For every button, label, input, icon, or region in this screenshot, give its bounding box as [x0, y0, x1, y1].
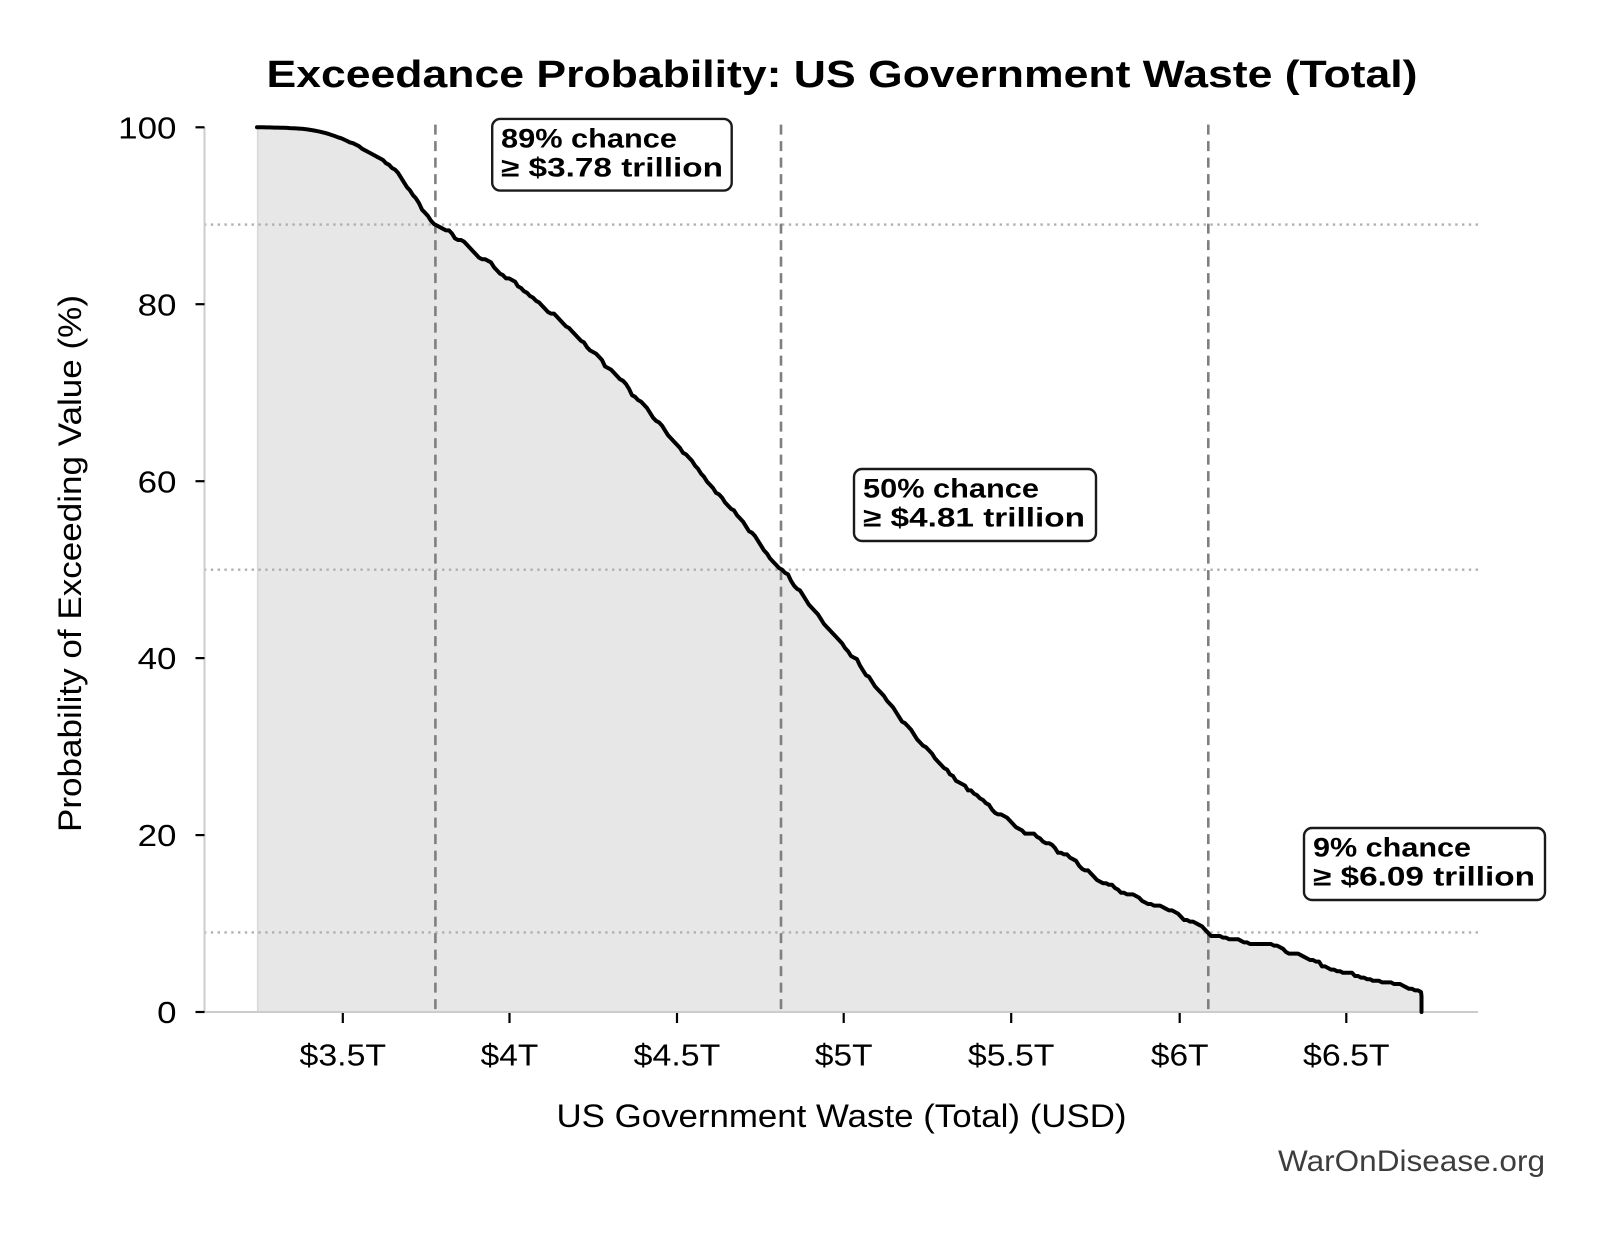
svg-text:100: 100 — [118, 110, 176, 145]
svg-text:$4T: $4T — [481, 1038, 539, 1073]
svg-text:40: 40 — [138, 641, 177, 676]
svg-text:Exceedance Probability: US Gov: Exceedance Probability: US Government Wa… — [267, 53, 1418, 96]
svg-text:$5.5T: $5.5T — [968, 1038, 1055, 1073]
svg-text:89% chance: 89% chance — [501, 124, 677, 154]
svg-text:US Government Waste (Total) (U: US Government Waste (Total) (USD) — [557, 1098, 1127, 1134]
svg-text:50% chance: 50% chance — [863, 474, 1039, 504]
svg-text:≥ $3.78 trillion: ≥ $3.78 trillion — [501, 153, 723, 183]
svg-text:$3.5T: $3.5T — [300, 1038, 387, 1073]
svg-text:$6.5T: $6.5T — [1303, 1038, 1390, 1073]
svg-text:9% chance: 9% chance — [1313, 833, 1471, 863]
svg-text:≥ $6.09 trillion: ≥ $6.09 trillion — [1313, 862, 1535, 892]
svg-text:80: 80 — [138, 287, 177, 322]
svg-text:0: 0 — [157, 995, 176, 1030]
svg-text:60: 60 — [138, 464, 177, 499]
svg-text:20: 20 — [138, 818, 177, 853]
svg-text:Probability of Exceeding Value: Probability of Exceeding Value (%) — [52, 295, 88, 832]
svg-text:$5T: $5T — [815, 1038, 873, 1073]
svg-text:≥ $4.81 trillion: ≥ $4.81 trillion — [863, 503, 1085, 533]
svg-text:$6T: $6T — [1151, 1038, 1209, 1073]
svg-text:$4.5T: $4.5T — [634, 1038, 721, 1073]
svg-text:WarOnDisease.org: WarOnDisease.org — [1278, 1145, 1545, 1178]
